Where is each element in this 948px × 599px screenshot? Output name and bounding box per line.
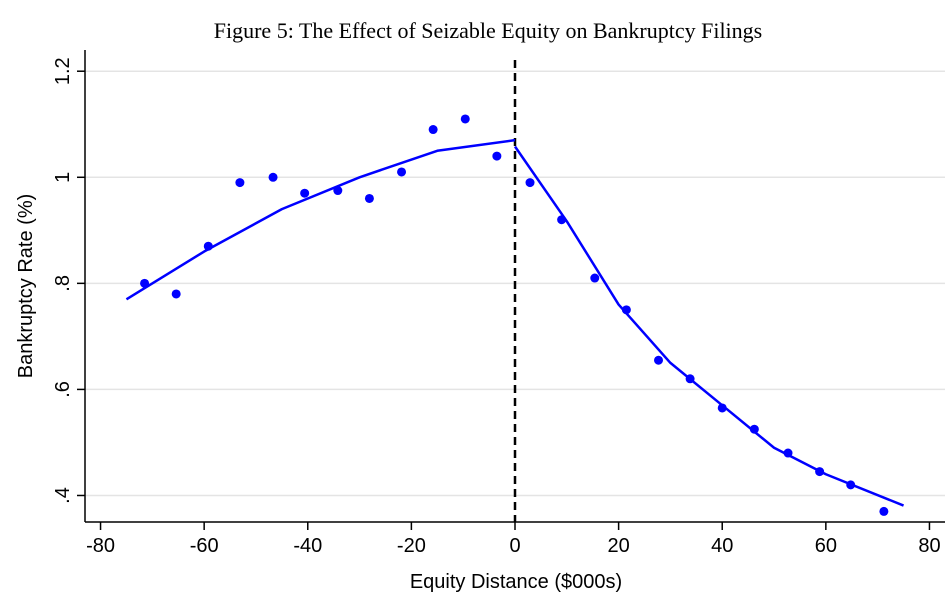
point (268, 172, 278, 182)
y-tick-label: 1 (52, 172, 74, 183)
point (590, 273, 600, 283)
point (492, 151, 502, 161)
point (300, 188, 310, 198)
point (397, 167, 407, 177)
point (525, 178, 535, 188)
y-tick-label: .8 (52, 275, 74, 292)
point (879, 506, 889, 516)
fit-line (125, 138, 516, 301)
point (235, 178, 245, 188)
y-tick-label: 1.2 (52, 57, 74, 85)
chart-title: Figure 5: The Effect of Seizable Equity … (214, 18, 762, 43)
x-tick-label: 80 (918, 535, 940, 557)
point (460, 114, 470, 124)
x-tick-label: 60 (815, 535, 837, 557)
y-tick-label: .6 (52, 381, 74, 398)
point (171, 289, 181, 299)
y-tick-label: .4 (52, 487, 74, 504)
x-tick-label: -60 (190, 535, 219, 557)
point (654, 355, 664, 365)
x-tick-label: 20 (607, 535, 629, 557)
point (749, 424, 759, 434)
point (364, 193, 374, 203)
x-tick-label: -20 (397, 535, 426, 557)
x-tick-label: 40 (711, 535, 733, 557)
x-tick-label: 0 (509, 535, 520, 557)
x-axis-label: Equity Distance ($000s) (410, 571, 622, 593)
x-tick-label: -80 (86, 535, 115, 557)
y-axis-label: Bankruptcy Rate (%) (15, 194, 37, 379)
x-tick-label: -40 (293, 535, 322, 557)
fit-line (513, 145, 905, 507)
point (428, 125, 438, 135)
